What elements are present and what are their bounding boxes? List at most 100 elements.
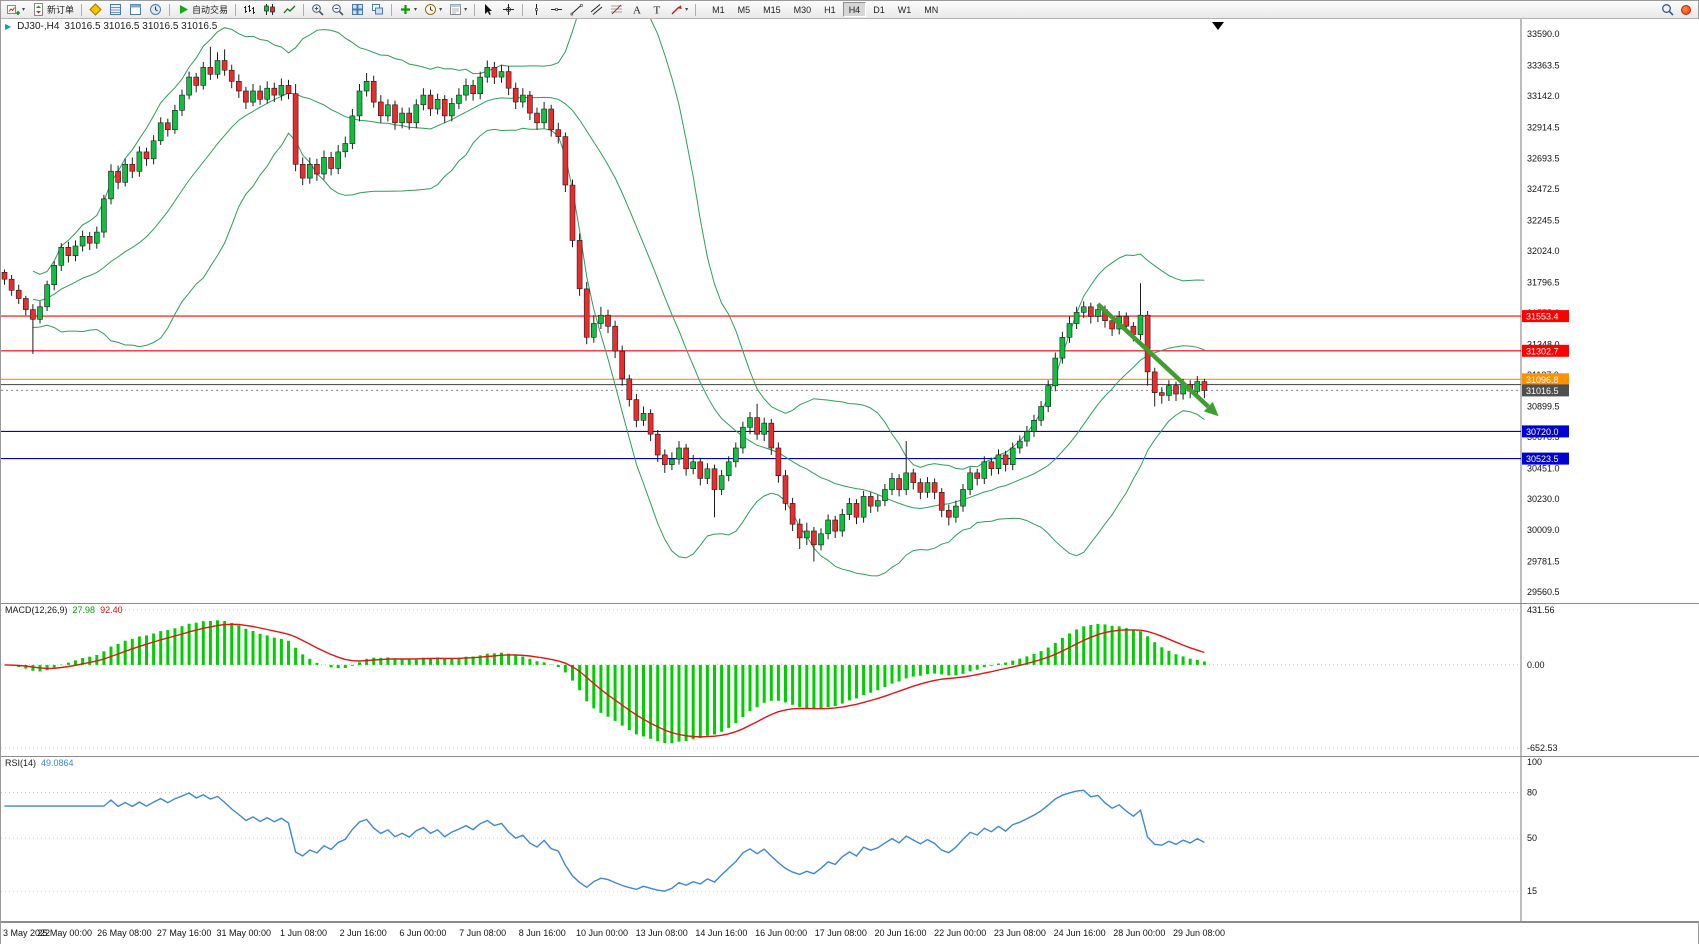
arrows-tool-button[interactable]: ▾: [667, 2, 691, 18]
fibonacci-tool-button[interactable]: [607, 2, 626, 18]
trendline-icon: [570, 4, 583, 16]
line-chart-button[interactable]: [280, 2, 299, 18]
templates-button[interactable]: ▾: [446, 2, 470, 18]
channel-tool-button[interactable]: [587, 2, 606, 18]
svg-text:431.56: 431.56: [1527, 605, 1555, 615]
candlestick-chart-button[interactable]: [260, 2, 279, 18]
time-axis-label: 1 Jun 08:00: [279, 928, 328, 938]
rsi-header-label: RSI(14) 49.0864: [5, 758, 74, 768]
svg-text:31553.4: 31553.4: [1526, 312, 1559, 322]
candlestick-chart-icon: [264, 4, 275, 15]
timeframe-button-h4[interactable]: H4: [842, 2, 867, 17]
toolbar-separator: [391, 3, 393, 16]
time-axis-label: 28 Jun 00:00: [1113, 928, 1166, 938]
crosshair-icon: [503, 4, 515, 15]
svg-text:32024.0: 32024.0: [1527, 246, 1560, 256]
macd-panel[interactable]: MACD(12,26,9) 27.98 92.40 431.56 0.00 -652…: [1, 604, 1699, 757]
rsi-canvas[interactable]: 100 80 50 15: [1, 757, 1699, 921]
text-tool-button[interactable]: A: [627, 2, 646, 18]
zoom-out-icon: [332, 4, 344, 16]
text-a-icon: A: [633, 5, 641, 17]
svg-text:31796.5: 31796.5: [1527, 277, 1560, 287]
svg-text:15: 15: [1527, 886, 1537, 896]
svg-text:32245.5: 32245.5: [1527, 215, 1560, 225]
indicators-button[interactable]: ▾: [396, 2, 420, 18]
toolbar-separator: [81, 3, 83, 16]
indicators-plus-icon: [401, 5, 411, 14]
template-icon: [450, 4, 462, 15]
autotrading-label: 自动交易: [192, 5, 229, 15]
cascade-windows-button[interactable]: [368, 2, 387, 18]
ohlc-values-label: 31016.5 31016.5 31016.5 31016.5: [64, 21, 218, 32]
label-tool-button[interactable]: T: [647, 2, 666, 18]
toolbar-separator: [695, 3, 697, 16]
toolbar-separator: [522, 3, 524, 16]
svg-text:0.00: 0.00: [1527, 660, 1545, 670]
crosshair-tool-button[interactable]: [499, 2, 518, 18]
navigator-icon: [150, 4, 162, 15]
periods-button[interactable]: ▾: [421, 2, 445, 18]
notification-badge[interactable]: [1681, 4, 1691, 15]
main-chart-canvas[interactable]: 33590.0 33363.5 33142.0 32914.5 32693.5 32472…: [1, 19, 1699, 603]
new-chart-icon: [7, 5, 20, 15]
new-chart-button[interactable]: ▾: [4, 2, 28, 18]
cascade-windows-icon: [372, 4, 384, 15]
toolbar-right-group: [1658, 2, 1695, 18]
market-watch-button[interactable]: [106, 2, 125, 18]
svg-text:32914.5: 32914.5: [1527, 123, 1560, 133]
timeframe-button-mn[interactable]: MN: [918, 2, 944, 17]
tile-windows-button[interactable]: [348, 2, 367, 18]
svg-text:A: A: [633, 5, 641, 17]
svg-text:32472.5: 32472.5: [1527, 184, 1560, 194]
horizontal-line-tool-button[interactable]: [547, 2, 566, 18]
zoom-in-button[interactable]: [308, 2, 327, 18]
time-axis-label: 25 May 00:00: [37, 928, 92, 938]
autotrading-button[interactable]: 自动交易: [174, 2, 231, 18]
guide-button[interactable]: [86, 2, 105, 18]
timeframe-button-h1[interactable]: H1: [818, 2, 842, 17]
svg-text:31096.8: 31096.8: [1526, 375, 1559, 385]
chart-header-label: ▶ DJ30-,H4 31016.5 31016.5 31016.5 31016…: [5, 21, 217, 32]
chevron-down-icon: ▾: [685, 6, 689, 13]
svg-text:32693.5: 32693.5: [1527, 153, 1560, 163]
timeframe-button-w1[interactable]: W1: [892, 2, 918, 17]
vertical-line-tool-button[interactable]: [527, 2, 546, 18]
macd-signal-value: 92.40: [100, 605, 123, 615]
navigator-button[interactable]: [146, 2, 165, 18]
time-axis-label: 3 May 2022: [3, 928, 51, 938]
horizontal-line-icon: [551, 8, 563, 11]
bar-chart-button[interactable]: [240, 2, 259, 18]
cursor-tool-button[interactable]: [479, 2, 498, 18]
svg-text:31016.5: 31016.5: [1526, 386, 1559, 396]
toolbar-separator: [169, 3, 171, 16]
timeframe-button-m5[interactable]: M5: [732, 2, 757, 17]
data-window-icon: [130, 4, 142, 15]
line-chart-icon: [283, 5, 296, 14]
macd-name-label: MACD(12,26,9): [5, 605, 68, 615]
zoom-out-button[interactable]: [328, 2, 347, 18]
data-window-button[interactable]: [126, 2, 145, 18]
time-axis-label: 17 Jun 08:00: [814, 928, 867, 938]
main-chart-panel[interactable]: ▶ DJ30-,H4 31016.5 31016.5 31016.5 31016…: [1, 19, 1699, 604]
timeframe-button-m15[interactable]: M15: [757, 2, 787, 17]
timeframe-button-m30[interactable]: M30: [788, 2, 818, 17]
svg-text:30451.0: 30451.0: [1527, 464, 1560, 474]
search-button[interactable]: [1658, 2, 1677, 18]
timeframe-button-m1[interactable]: M1: [706, 2, 731, 17]
svg-text:30899.5: 30899.5: [1527, 402, 1560, 412]
timeframe-button-d1[interactable]: D1: [867, 2, 891, 17]
one-click-trading-toggle[interactable]: ▶: [5, 22, 12, 31]
rsi-panel[interactable]: RSI(14) 49.0864 100 80 50 15: [1, 757, 1699, 922]
svg-text:50: 50: [1527, 833, 1537, 843]
trendline-tool-button[interactable]: [567, 2, 586, 18]
time-axis-label: 16 Jun 00:00: [755, 928, 808, 938]
new-order-label: 新订单: [47, 5, 75, 15]
macd-canvas[interactable]: 431.56 0.00 -652.53: [1, 604, 1699, 756]
svg-text:-652.53: -652.53: [1527, 743, 1558, 753]
timeframe-toolbar: M1 M5 M15 M30 H1 H4 D1 W1 MN: [706, 2, 944, 17]
time-axis-label: 14 Jun 16:00: [695, 928, 748, 938]
new-order-button[interactable]: 新订单: [29, 2, 77, 18]
time-axis[interactable]: 3 May 2022 25 May 00:00 26 May 08:00 27 May…: [1, 922, 1698, 944]
fibonacci-icon: [611, 4, 623, 15]
